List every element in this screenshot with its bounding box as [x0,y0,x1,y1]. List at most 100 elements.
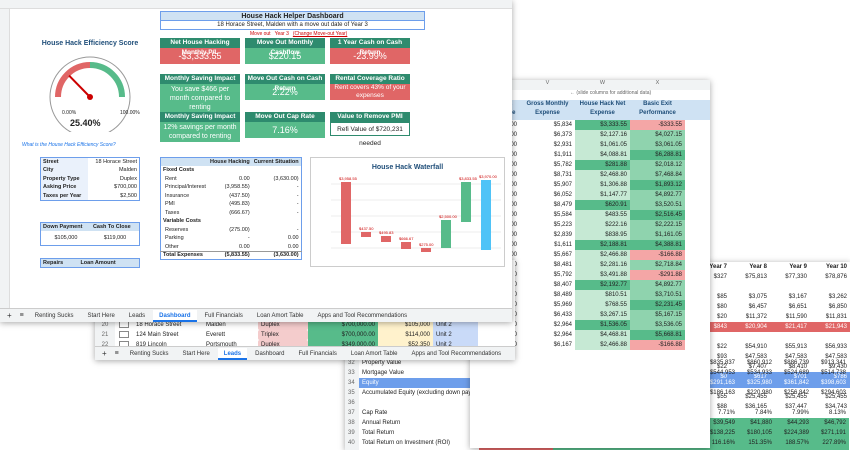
financial-cell[interactable]: 7.71% [717,410,735,416]
financial-cell[interactable]: $786 [833,374,847,380]
financial-cell[interactable] [770,282,810,292]
sheet-tab[interactable]: Start Here [182,350,210,357]
income-cell[interactable]: $4,388.81 [630,240,685,250]
financial-cell[interactable]: 116.16% [701,438,738,448]
financial-cell[interactable]: $8,410 [788,364,807,370]
income-cell[interactable]: $8,731 [520,170,575,180]
financial-cell[interactable]: $39,549 [701,418,738,428]
sheet-tab[interactable]: Renting Sucks [129,350,169,357]
financial-cell[interactable]: 7.99% [791,410,809,416]
income-cell[interactable]: $3,061.05 [630,140,685,150]
financial-cell[interactable]: $47,583 [745,354,767,360]
income-cell[interactable]: $1,611 [520,240,575,250]
financial-cell[interactable]: $6,457 [748,304,767,310]
all-sheets-icon[interactable]: ≡ [19,312,24,319]
income-cell[interactable]: $2,192.77 [575,280,630,290]
income-cell[interactable]: $2,231.45 [630,300,685,310]
financial-cell[interactable]: $6,850 [828,304,847,310]
financial-cell[interactable]: $361,842 [783,380,809,386]
financial-cell[interactable]: 7.07% [775,448,812,450]
financial-cell[interactable]: $22 [716,364,727,370]
income-cell[interactable]: $2,466.88 [575,250,630,260]
income-cell[interactable]: $1,306.88 [575,180,630,190]
income-cell[interactable]: -$333.55 [630,120,685,130]
financial-cell[interactable]: $93 [716,354,727,360]
change-move-out-link[interactable]: (Change Move-out Year) [292,31,348,37]
financial-cell[interactable]: $47,583 [785,354,807,360]
financial-cell[interactable]: $544,953 [709,370,735,376]
sheet-tab[interactable]: Leads [128,312,146,319]
income-cell[interactable]: $3,710.51 [630,290,685,300]
lead-price[interactable]: $349,000.00 [308,340,378,350]
income-cell[interactable]: $6,288.81 [630,150,685,160]
income-cell[interactable]: $483.55 [575,210,630,220]
financial-cell[interactable]: $11,590 [785,314,807,320]
lead-city[interactable]: Everett [206,332,226,338]
financial-cell[interactable]: $44,293 [775,418,812,428]
income-cell[interactable]: $2,468.80 [575,170,630,180]
financial-cell[interactable]: $860,912 [746,360,772,366]
financial-cell[interactable]: $617 [753,374,767,380]
income-cell[interactable]: $2,839 [520,230,575,240]
financial-cell[interactable]: $3,167 [788,294,807,300]
financial-cell[interactable]: $36,165 [745,404,767,410]
lead-price[interactable]: $700,000.00 [308,330,378,340]
property-value[interactable]: Duplex [119,175,137,182]
financial-cell[interactable]: $3,262 [828,294,847,300]
financial-cell[interactable]: 6.22% [738,448,775,450]
lead-type[interactable]: Duplex [258,320,308,330]
financial-cell[interactable]: $843 [713,324,727,330]
financial-cell[interactable]: 7.84% [754,410,772,416]
income-cell[interactable]: $2,964 [520,330,575,340]
all-sheets-icon[interactable]: ≡ [114,350,119,357]
income-cell[interactable]: $222.16 [575,220,630,230]
financial-cell[interactable]: $55,913 [785,344,807,350]
financial-cell[interactable]: $291,163 [709,380,735,386]
income-cell[interactable]: $810.51 [575,290,630,300]
income-cell[interactable]: $3,536.05 [630,320,685,330]
income-cell[interactable]: $8,489 [520,290,575,300]
financial-cell[interactable]: $78,876 [825,274,847,280]
lead-unit[interactable]: Unit 2 [433,330,478,340]
financial-cell[interactable]: $224,389 [775,428,812,438]
financial-cell[interactable]: $138,225 [701,428,738,438]
financial-cell[interactable]: $34,743 [825,404,847,410]
income-cell[interactable]: $5,907 [520,180,575,190]
income-cell[interactable]: $4,892.77 [630,280,685,290]
income-cell[interactable]: $1,911 [520,150,575,160]
income-cell[interactable]: $1,536.05 [575,320,630,330]
property-value[interactable]: $2,500 [120,192,137,199]
financial-cell[interactable]: $41,880 [738,418,775,428]
income-cell[interactable]: $5,782 [520,160,575,170]
sheet-tab[interactable]: Leads [217,347,248,360]
financial-cell[interactable]: $21,417 [785,324,807,330]
income-cell[interactable]: -$291.88 [630,270,685,280]
income-cell[interactable]: $768.55 [575,300,630,310]
financial-cell[interactable] [770,332,810,342]
financial-cell[interactable]: $913,341 [820,360,846,366]
financial-cell[interactable]: $886,739 [783,360,809,366]
income-cell[interactable]: $5,667 [520,250,575,260]
financial-cell[interactable]: $294,603 [820,390,846,396]
financial-cell[interactable]: $398,603 [820,380,846,386]
gauge-help-link[interactable]: What is the House Hack Efficiency Score? [22,142,116,148]
income-cell[interactable]: $6,052 [520,190,575,200]
income-cell[interactable]: $6,373 [520,130,575,140]
income-cell[interactable]: $1,061.05 [575,140,630,150]
income-cell[interactable]: $5,792 [520,270,575,280]
add-sheet-icon[interactable]: + [102,349,107,358]
lead-down[interactable]: $114,000 [378,330,433,340]
financial-cell[interactable]: $77,330 [785,274,807,280]
income-cell[interactable]: $5,834 [520,120,575,130]
income-cell[interactable]: $5,584 [520,210,575,220]
income-cell[interactable]: $3,491.88 [575,270,630,280]
financial-cell[interactable]: 7.92% [812,448,849,450]
financial-cell[interactable]: $271,191 [812,428,849,438]
financial-cell[interactable]: $701 [793,374,807,380]
income-cell[interactable]: -$166.88 [630,250,685,260]
income-cell[interactable]: $5,167.15 [630,310,685,320]
financial-cell[interactable]: $514,738 [820,370,846,376]
sheet-tab[interactable]: Full Financials [298,350,337,357]
income-cell[interactable]: $1,893.12 [630,180,685,190]
financial-cell[interactable]: $524,689 [783,370,809,376]
